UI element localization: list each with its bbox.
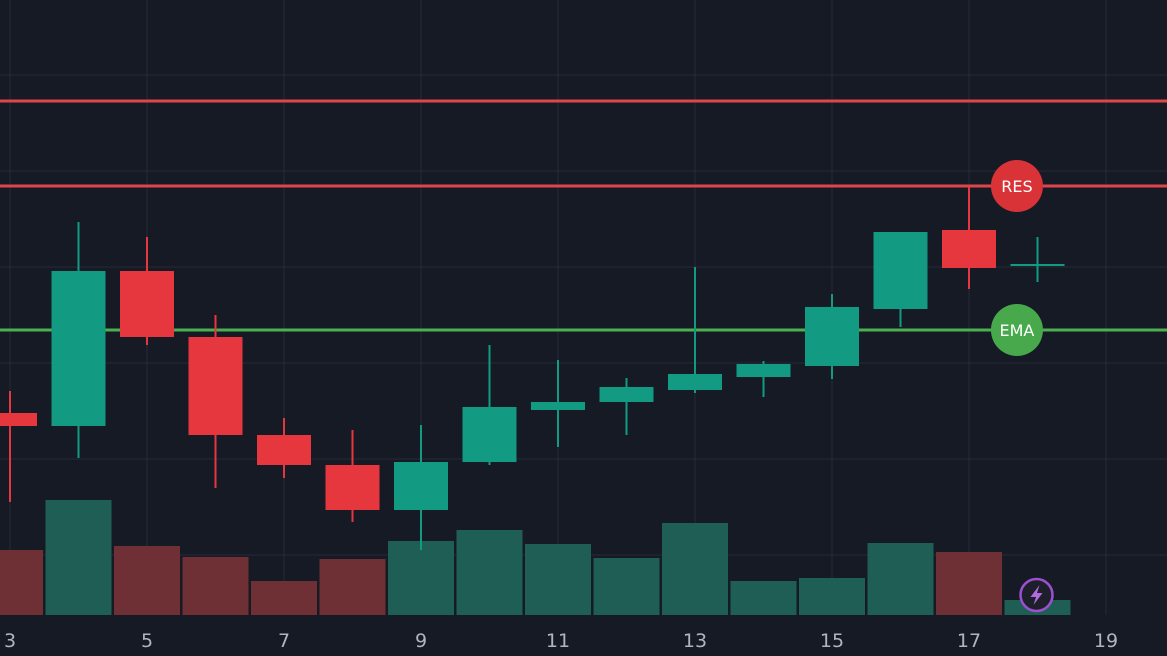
x-tick-label: 17 [957,630,981,652]
x-tick-label: 15 [820,630,844,652]
candle-body [805,307,859,366]
lightning-icon[interactable] [1019,577,1054,613]
candle-body [942,230,996,268]
candle [0,391,37,502]
badge-label: EMA [1000,321,1035,340]
x-axis-ticks: 3 5 7 9 11 13 15 17 19 [4,630,1118,652]
candle-body [531,402,585,410]
candle [120,237,174,345]
candle [188,315,243,488]
candle [257,418,311,478]
volume-bar [730,581,797,615]
candle [736,361,791,397]
x-tick-label: 13 [683,630,707,652]
badge-label: RES [1001,177,1032,196]
badge-ema: EMA [990,304,1043,356]
candle [531,360,585,447]
candle [668,267,722,393]
candle [805,294,859,379]
horizontal-lines [0,99,1167,332]
candle [942,187,996,289]
volume-bar [319,559,386,615]
candle [51,222,106,458]
volume-bars [0,500,1071,615]
candle [873,232,928,327]
volume-bar [456,530,523,615]
lightning-icon-bolt [1030,585,1043,605]
candles [0,187,1065,550]
candle-body [599,387,654,402]
candle-body [736,364,791,377]
volume-bar [114,546,180,615]
candle-body [120,271,174,337]
badge-circle [990,304,1043,356]
x-tick-label: 19 [1094,630,1118,652]
candle-body [394,462,448,510]
candle-body [462,407,517,462]
candle-body [51,271,106,426]
badge-res: RES [990,160,1043,212]
x-tick-label: 9 [415,630,427,652]
x-tick-label: 3 [4,630,16,652]
candle [1010,237,1065,282]
badge-circle [990,160,1043,212]
volume-bar [45,500,112,615]
candle [394,425,448,550]
volume-marker[interactable] [1019,577,1054,613]
volume-bar [0,550,43,615]
x-tick-label: 7 [278,630,290,652]
volume-bar [182,557,249,615]
volume-bar [936,552,1002,615]
volume-bar [388,541,454,615]
candle [325,430,380,522]
candle [462,345,517,465]
volume-bar [525,544,591,615]
line-badges: RES EMA [990,160,1043,356]
candle-body [0,413,37,426]
candle-body [668,374,722,390]
x-tick-label: 11 [546,630,570,652]
candle [599,378,654,435]
volume-bar [867,543,934,615]
volume-bar [251,581,317,615]
candle-body [188,337,243,435]
candle-body [257,435,311,465]
volume-bar [662,523,728,615]
volume-bar [593,558,660,615]
x-tick-label: 5 [141,630,153,652]
candle-body [873,232,928,309]
volume-bar [799,578,865,615]
candle-body [325,465,380,510]
